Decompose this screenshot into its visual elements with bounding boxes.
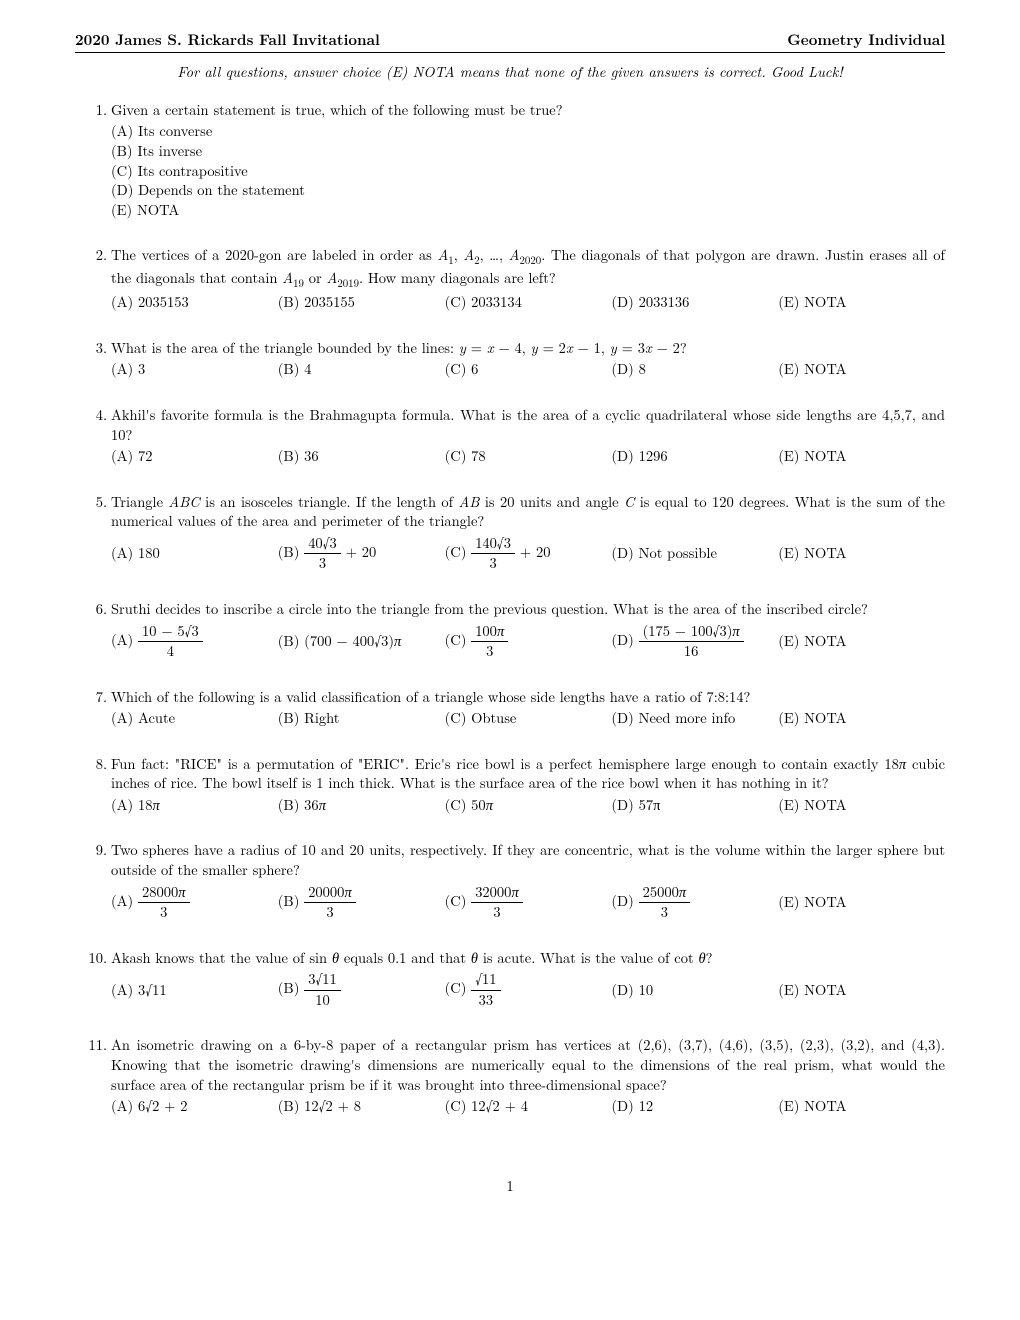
q5-d: (D) Not possible xyxy=(611,544,778,564)
question-3: What is the area of the triangle bounded… xyxy=(111,339,945,380)
header-right: Geometry Individual xyxy=(787,30,945,50)
q7-a: (A) Acute xyxy=(111,709,278,729)
q5-a: (A) 180 xyxy=(111,544,278,564)
q4-text: Akhil's favorite formula is the Brahmagu… xyxy=(111,405,945,445)
q9-b: (B) 20000π3 xyxy=(278,883,445,923)
q2-c: (C) 2033134 xyxy=(445,293,612,313)
question-9: Two spheres have a radius of 10 and 20 u… xyxy=(111,841,945,922)
instructions: For all questions, answer choice (E) NOT… xyxy=(75,63,945,83)
q10-e: (E) NOTA xyxy=(778,981,945,1001)
q9-a: (A) 28000π3 xyxy=(111,883,278,923)
q4-b: (B) 36 xyxy=(278,447,445,467)
q6-d: (D) (175 − 100√3)π16 xyxy=(611,622,778,662)
q8-choices: (A) 18π (B) 36π (C) 50π (D) 57π (E) NOTA xyxy=(111,796,945,816)
question-11: An isometric drawing on a 6-by-8 paper o… xyxy=(111,1036,945,1116)
q7-e: (E) NOTA xyxy=(778,709,945,729)
q11-text: An isometric drawing on a 6-by-8 paper o… xyxy=(111,1035,945,1094)
q5-e: (E) NOTA xyxy=(778,544,945,564)
q10-a: (A) 3√11 xyxy=(111,981,278,1001)
q11-a: (A) 6√2 + 2 xyxy=(111,1097,278,1117)
q2-d: (D) 2033136 xyxy=(611,293,778,313)
q4-c: (C) 78 xyxy=(445,447,612,467)
question-4: Akhil's favorite formula is the Brahmagu… xyxy=(111,406,945,467)
q5-c: (C) 140√33 + 20 xyxy=(445,534,612,574)
q9-text: Two spheres have a radius of 10 and 20 u… xyxy=(111,840,945,880)
q10-text: Akash knows that the value of sin θ equa… xyxy=(111,948,712,968)
q1-text: Given a certain statement is true, which… xyxy=(111,100,563,120)
q3-c: (C) 6 xyxy=(445,360,612,380)
q7-text: Which of the following is a valid classi… xyxy=(111,687,750,707)
question-6: Sruthi decides to inscribe a circle into… xyxy=(111,600,945,662)
q4-d: (D) 1296 xyxy=(611,447,778,467)
q6-choices: (A) 10 − 5√34 (B) (700 − 400√3)π (C) 100… xyxy=(111,622,945,662)
q11-b: (B) 12√2 + 8 xyxy=(278,1097,445,1117)
questions-list: Given a certain statement is true, which… xyxy=(75,101,945,1117)
question-8: Fun fact: "RICE" is a permutation of "ER… xyxy=(111,755,945,816)
q9-d: (D) 25000π3 xyxy=(611,883,778,923)
q7-c: (C) Obtuse xyxy=(445,709,612,729)
question-5: Triangle ABC is an isosceles triangle. I… xyxy=(111,493,945,574)
q3-a: (A) 3 xyxy=(111,360,278,380)
q5-text: Triangle ABC is an isosceles triangle. I… xyxy=(111,492,945,532)
q11-e: (E) NOTA xyxy=(778,1097,945,1117)
q2-choices: (A) 2035153 (B) 2035155 (C) 2033134 (D) … xyxy=(111,293,945,313)
q8-d: (D) 57π xyxy=(611,796,778,816)
question-1: Given a certain statement is true, which… xyxy=(111,101,945,220)
q1-e: (E) NOTA xyxy=(111,201,945,221)
page-number: 1 xyxy=(75,1177,945,1197)
q2-e: (E) NOTA xyxy=(778,293,945,313)
q7-choices: (A) Acute (B) Right (C) Obtuse (D) Need … xyxy=(111,709,945,729)
q7-b: (B) Right xyxy=(278,709,445,729)
q6-a: (A) 10 − 5√34 xyxy=(111,622,278,662)
q6-c: (C) 100π3 xyxy=(445,622,612,662)
q9-choices: (A) 28000π3 (B) 20000π3 (C) 32000π3 (D) … xyxy=(111,883,945,923)
q1-c: (C) Its contrapositive xyxy=(111,162,945,182)
page-header: 2020 James S. Rickards Fall Invitational… xyxy=(75,30,945,53)
question-10: Akash knows that the value of sin θ equa… xyxy=(111,949,945,1011)
q8-c: (C) 50π xyxy=(445,796,612,816)
q11-d: (D) 12 xyxy=(611,1097,778,1117)
header-left: 2020 James S. Rickards Fall Invitational xyxy=(75,30,380,50)
q3-d: (D) 8 xyxy=(611,360,778,380)
q2-a: (A) 2035153 xyxy=(111,293,278,313)
q8-a: (A) 18π xyxy=(111,796,278,816)
q2-b: (B) 2035155 xyxy=(278,293,445,313)
q11-choices: (A) 6√2 + 2 (B) 12√2 + 8 (C) 12√2 + 4 (D… xyxy=(111,1097,945,1117)
q8-b: (B) 36π xyxy=(278,796,445,816)
q1-choices: (A) Its converse (B) Its inverse (C) Its… xyxy=(111,122,945,220)
q9-e: (E) NOTA xyxy=(778,893,945,913)
q4-a: (A) 72 xyxy=(111,447,278,467)
q4-e: (E) NOTA xyxy=(778,447,945,467)
q11-c: (C) 12√2 + 4 xyxy=(445,1097,612,1117)
q1-a: (A) Its converse xyxy=(111,122,945,142)
q6-text: Sruthi decides to inscribe a circle into… xyxy=(111,599,868,619)
q6-e: (E) NOTA xyxy=(778,632,945,652)
q2-text: The vertices of a 2020-gon are labeled i… xyxy=(111,245,945,288)
q10-choices: (A) 3√11 (B) 3√1110 (C) √1133 (D) 10 (E)… xyxy=(111,970,945,1010)
q6-b: (B) (700 − 400√3)π xyxy=(278,632,445,652)
q10-b: (B) 3√1110 xyxy=(278,970,445,1010)
q1-b: (B) Its inverse xyxy=(111,142,945,162)
q10-d: (D) 10 xyxy=(611,981,778,1001)
q5-choices: (A) 180 (B) 40√33 + 20 (C) 140√33 + 20 (… xyxy=(111,534,945,574)
q8-e: (E) NOTA xyxy=(778,796,945,816)
q3-e: (E) NOTA xyxy=(778,360,945,380)
q4-choices: (A) 72 (B) 36 (C) 78 (D) 1296 (E) NOTA xyxy=(111,447,945,467)
q3-text: What is the area of the triangle bounded… xyxy=(111,338,687,358)
q5-b: (B) 40√33 + 20 xyxy=(278,534,445,574)
q10-c: (C) √1133 xyxy=(445,970,612,1010)
q7-d: (D) Need more info xyxy=(611,709,778,729)
question-2: The vertices of a 2020-gon are labeled i… xyxy=(111,246,945,313)
q3-choices: (A) 3 (B) 4 (C) 6 (D) 8 (E) NOTA xyxy=(111,360,945,380)
q1-d: (D) Depends on the statement xyxy=(111,181,945,201)
q8-text: Fun fact: "RICE" is a permutation of "ER… xyxy=(111,754,945,794)
question-7: Which of the following is a valid classi… xyxy=(111,688,945,729)
q3-b: (B) 4 xyxy=(278,360,445,380)
q9-c: (C) 32000π3 xyxy=(445,883,612,923)
